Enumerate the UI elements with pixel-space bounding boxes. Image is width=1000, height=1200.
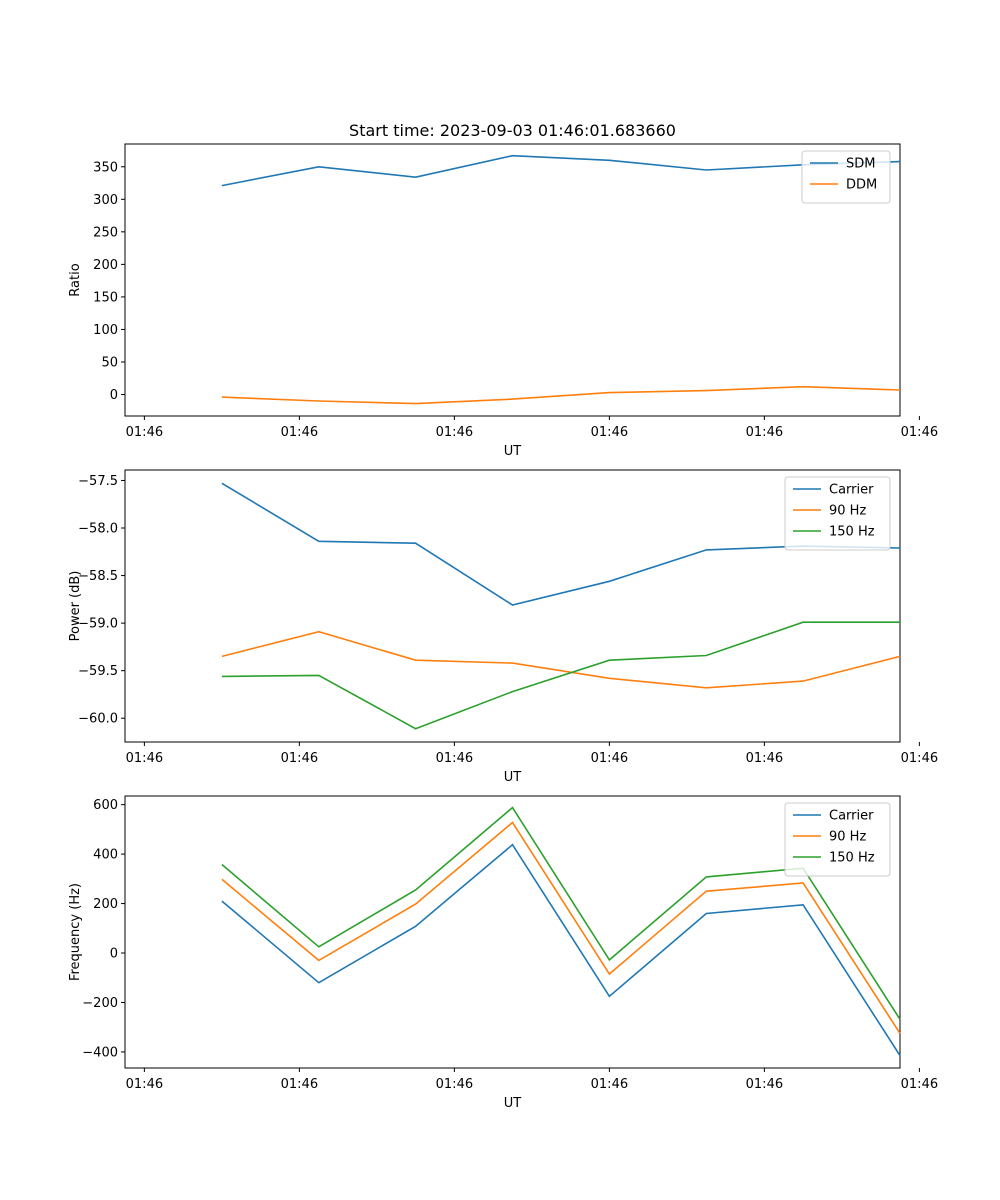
y-tick-label: −59.5 xyxy=(78,664,118,679)
y-tick-label: 400 xyxy=(93,848,118,863)
y-tick-label: 250 xyxy=(93,225,118,240)
y-tick-label: 0 xyxy=(110,947,118,962)
y-tick-label: 50 xyxy=(101,355,118,370)
x-tick-label: 01:46 xyxy=(746,751,783,766)
y-axis-label: Frequency (Hz) xyxy=(68,883,83,981)
plot-frame xyxy=(124,143,901,417)
y-tick-label: −57.5 xyxy=(78,474,118,489)
legend-label: 90 Hz xyxy=(829,830,866,845)
x-axis-label: UT xyxy=(504,770,522,785)
x-axis-label: UT xyxy=(504,444,522,459)
y-tick-label: 0 xyxy=(110,388,118,403)
y-tick-label: 350 xyxy=(93,160,118,175)
legend-label: Carrier xyxy=(829,483,874,498)
x-tick-label: 01:46 xyxy=(126,751,163,766)
y-tick-label: 200 xyxy=(93,897,118,912)
x-tick-label: 01:46 xyxy=(436,751,473,766)
y-tick-label: −58.5 xyxy=(78,569,118,584)
legend-label: 90 Hz xyxy=(829,504,866,519)
y-tick-label: 200 xyxy=(93,258,118,273)
y-tick-label: 600 xyxy=(93,798,118,813)
legend-label: 150 Hz xyxy=(829,525,875,540)
y-tick-label: −60.0 xyxy=(78,712,118,727)
x-tick-label: 01:46 xyxy=(126,425,163,440)
y-tick-label: −58.0 xyxy=(78,522,118,537)
x-tick-label: 01:46 xyxy=(281,751,318,766)
x-tick-label: 01:46 xyxy=(436,1077,473,1092)
series-line-90-hz xyxy=(221,630,901,689)
series-line-sdm xyxy=(221,154,901,187)
y-tick-label: −200 xyxy=(82,996,118,1011)
chart-panel-1: 0 50 100 150 200 250 300 350 01:46 01:46 01:46 01:4… xyxy=(68,121,938,459)
legend-label: SDM xyxy=(846,157,875,172)
y-axis-label: Ratio xyxy=(68,263,83,296)
legend-label: DDM xyxy=(846,178,877,193)
legend-label: Carrier xyxy=(829,809,874,824)
series-line-carrier xyxy=(221,843,901,1057)
y-tick-label: −400 xyxy=(82,1045,118,1060)
y-tick-label: −59.0 xyxy=(78,617,118,632)
y-tick-label: 100 xyxy=(93,323,118,338)
x-tick-label: 01:46 xyxy=(746,425,783,440)
legend-label: 150 Hz xyxy=(829,851,875,866)
plot-frame xyxy=(124,795,901,1069)
y-tick-label: 300 xyxy=(93,193,118,208)
legend-box xyxy=(801,150,891,204)
x-axis-label: UT xyxy=(504,1096,522,1111)
series-line-150-hz xyxy=(221,621,900,730)
chart-panel-3: −400 −200 0 200 400 600 01:46 01:46 01:46 01:46 01… xyxy=(68,795,938,1111)
x-tick-label: 01:46 xyxy=(281,425,318,440)
plot-frame xyxy=(124,469,901,743)
legend: Carrier 90 Hz 150 Hz xyxy=(784,476,891,551)
chart-panel-2: −60.0 −59.5 −59.0 −58.5 −58.0 −57.5 01:46 01:46… xyxy=(68,469,938,785)
chart-title: Start time: 2023-09-03 01:46:01.683660 xyxy=(349,121,676,140)
x-tick-label: 01:46 xyxy=(591,425,628,440)
x-tick-label: 01:46 xyxy=(126,1077,163,1092)
legend: Carrier 90 Hz 150 Hz xyxy=(784,802,891,877)
x-tick-label: 01:46 xyxy=(901,425,938,440)
x-tick-label: 01:46 xyxy=(591,751,628,766)
x-tick-label: 01:46 xyxy=(901,1077,938,1092)
series-line-90-hz xyxy=(221,821,901,1034)
x-tick-label: 01:46 xyxy=(746,1077,783,1092)
x-tick-label: 01:46 xyxy=(436,425,473,440)
series-line-ddm xyxy=(221,385,901,405)
x-tick-label: 01:46 xyxy=(591,1077,628,1092)
x-tick-label: 01:46 xyxy=(901,751,938,766)
legend: SDM DDM xyxy=(801,150,891,204)
y-tick-label: 150 xyxy=(93,290,118,305)
y-axis-label: Power (dB) xyxy=(68,571,83,642)
x-tick-label: 01:46 xyxy=(281,1077,318,1092)
